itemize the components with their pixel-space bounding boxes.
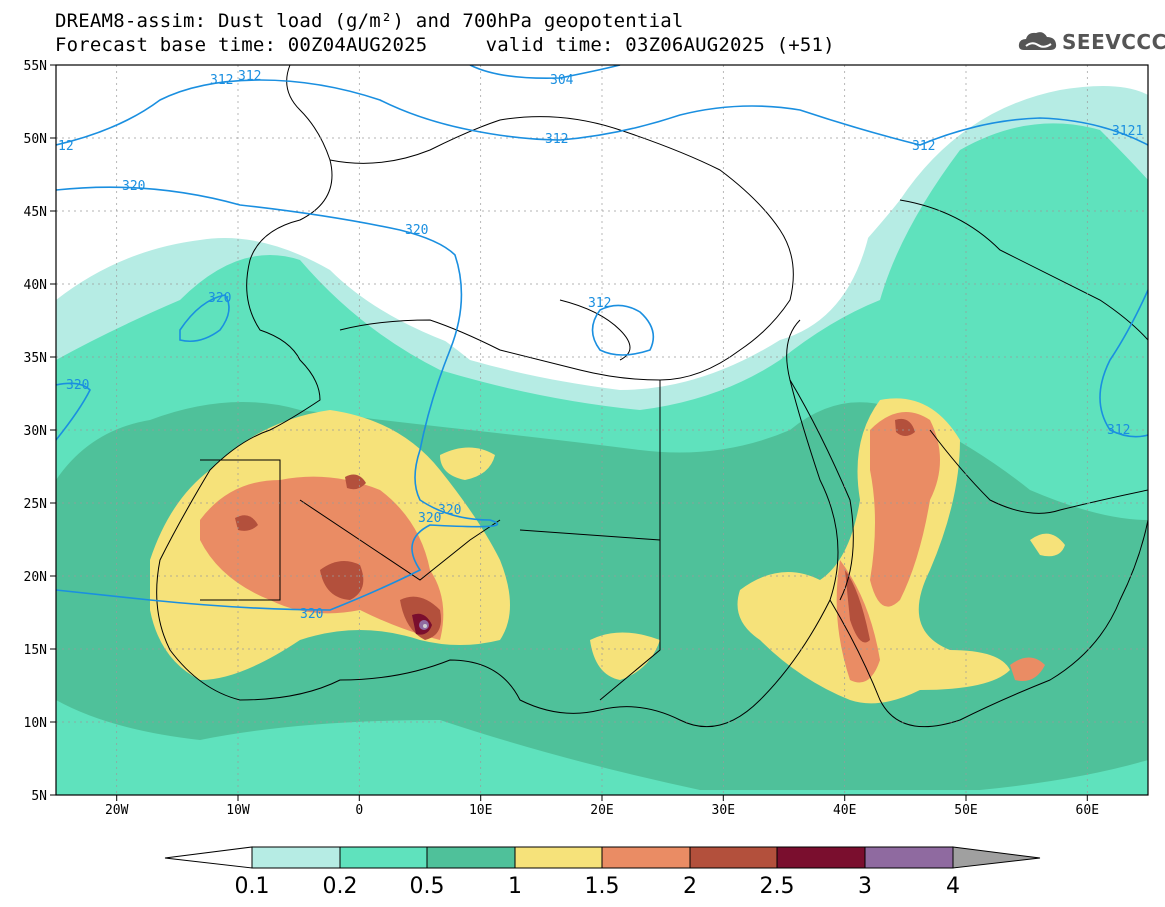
colorbar-label: 2.5: [760, 874, 795, 899]
colorbar-high-arrow: [952, 846, 1041, 869]
contour-label: 320: [438, 503, 461, 518]
colorbar-label: 0.2: [323, 874, 358, 899]
contour-label: 312: [1107, 423, 1130, 438]
geopotential-contours: [56, 65, 1148, 611]
lat-tick-label: 15N: [24, 643, 47, 658]
contour-label: 304: [550, 73, 574, 88]
contour-label: 312: [588, 296, 611, 311]
colorbar-segment: [776, 846, 866, 869]
contour-label: 320: [418, 511, 441, 526]
lon-tick-label: 10W: [226, 803, 250, 818]
lon-tick-label: 20W: [105, 803, 129, 818]
lat-tick-label: 20N: [24, 570, 47, 585]
colorbar-label: 0.5: [410, 874, 445, 899]
contour-labels: 312 312 304 312 312 3121 320 320 320 312…: [58, 69, 1143, 622]
lat-tick-label: 5N: [31, 789, 47, 804]
lon-tick-label: 30E: [712, 803, 735, 818]
contour-label: 3121: [1112, 124, 1143, 139]
colorbar-segment: [689, 846, 778, 869]
colorbar-segment: [426, 846, 516, 869]
contour-label: 312: [912, 139, 935, 154]
contour-label: 320: [300, 607, 323, 622]
colorbar-segment: [251, 846, 341, 869]
map-title: DREAM8-assim: Dust load (g/m²) and 700hP…: [55, 10, 684, 32]
colorbar-label: 2: [683, 874, 697, 899]
colorbar-segment: [601, 846, 691, 869]
contour-label: 320: [66, 378, 89, 393]
lon-tick-label: 20E: [590, 803, 613, 818]
colorbar-segment: [514, 846, 603, 869]
colorbar-segment: [864, 846, 954, 869]
map-subtitle: Forecast base time: 00Z04AUG2025 valid t…: [55, 34, 835, 56]
lat-tick-label: 45N: [24, 205, 47, 220]
logo-text: SEEVCCC: [1062, 30, 1165, 54]
colorbar-label: 0.1: [235, 874, 270, 899]
lat-tick-label: 35N: [24, 351, 47, 366]
colorbar-segment: [339, 846, 428, 869]
coastlines: [156, 65, 1148, 728]
contour-label: 312: [238, 69, 261, 84]
colorbar: 0.1 0.2 0.5 1 1.5 2 2.5 3 4: [164, 846, 1041, 899]
cloud-icon: [1018, 32, 1057, 50]
lon-tick-label: 50E: [954, 803, 977, 818]
colorbar-label: 4: [946, 874, 960, 899]
dust-layer: [56, 65, 1148, 795]
latitude-labels: 55N 50N 45N 40N 35N 30N 25N 20N 15N 10N …: [24, 59, 47, 804]
lat-tick-label: 40N: [24, 278, 47, 293]
lon-tick-label: 0: [355, 803, 363, 818]
contour-label: 320: [122, 179, 145, 194]
colorbar-label: 1.5: [585, 874, 620, 899]
contour-label: 320: [405, 223, 428, 238]
colorbar-label: 3: [858, 874, 872, 899]
contour-label: 320: [208, 291, 231, 306]
lat-tick-label: 25N: [24, 497, 47, 512]
longitude-labels: 20W 10W 0 10E 20E 30E 40E 50E 60E: [105, 803, 1099, 818]
colorbar-label: 1: [508, 874, 522, 899]
contour-label: 312: [545, 132, 568, 147]
lon-tick-label: 10E: [469, 803, 492, 818]
contour-label: 312: [210, 73, 233, 88]
colorbar-low-arrow: [164, 846, 253, 869]
contour-label: 12: [58, 139, 74, 154]
lat-tick-label: 55N: [24, 59, 47, 74]
lon-tick-label: 40E: [833, 803, 856, 818]
axis-ticks: [50, 64, 1088, 801]
lat-tick-label: 30N: [24, 424, 47, 439]
lat-tick-label: 50N: [24, 132, 47, 147]
lon-tick-label: 60E: [1076, 803, 1099, 818]
lat-tick-label: 10N: [24, 716, 47, 731]
